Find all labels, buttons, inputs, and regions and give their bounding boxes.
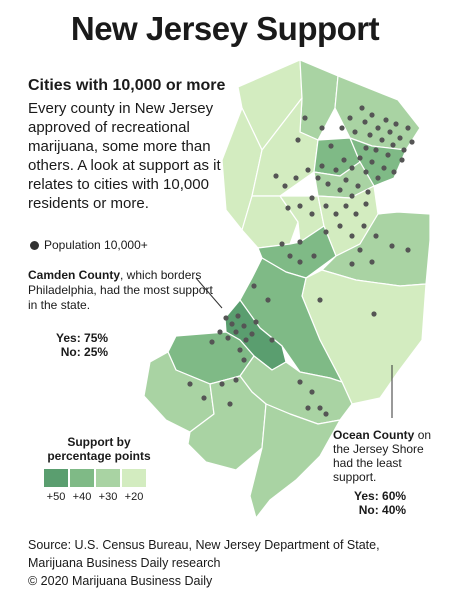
scale-swatch-label: +50 xyxy=(46,491,66,503)
ocean-no: No: 40% xyxy=(358,503,407,517)
map-subtitle: Cities with 10,000 or more xyxy=(28,77,226,94)
map-title: New Jersey Support xyxy=(70,10,380,47)
camden-name: Camden County xyxy=(28,268,121,282)
copyright: © 2020 Marijuana Business Daily xyxy=(28,574,213,588)
county-capemay xyxy=(249,403,341,519)
county-passaic xyxy=(299,59,339,141)
scale-swatch xyxy=(122,469,146,487)
source-line-2: Marijuana Business Daily research xyxy=(28,556,221,570)
camden-no: No: 25% xyxy=(60,345,109,359)
camden-results: Yes: 75% No: 25% xyxy=(56,331,108,359)
scale-swatch xyxy=(96,469,120,487)
scale-swatches xyxy=(44,469,154,487)
ocean-annotation: Ocean County on the Jersey Shore had the… xyxy=(333,428,443,484)
ocean-yes: Yes: 60% xyxy=(354,489,407,503)
camden-text: , which borders Philadelphia, had the mo… xyxy=(28,268,213,312)
scale-swatch-label: +40 xyxy=(72,491,92,503)
scale-swatch-label: +30 xyxy=(98,491,118,503)
population-legend: Population 10,000+ xyxy=(30,238,148,252)
scale-swatch xyxy=(70,469,94,487)
intro-text: Every county in New Jersey approved of r… xyxy=(28,100,221,212)
scale-swatch-label: +20 xyxy=(124,491,144,503)
city-points xyxy=(187,105,415,417)
ocean-results: Yes: 60% No: 40% xyxy=(354,489,406,517)
camden-yes: Yes: 75% xyxy=(56,331,109,345)
scale-title: Support by percentage points xyxy=(47,435,151,463)
ocean-text: on the Jersey Shore had the least suppor… xyxy=(333,428,432,484)
source-note: Source: U.S. Census Bureau, New Jersey D… xyxy=(28,536,380,590)
scale-labels: +50 +40 +30 +20 xyxy=(44,491,154,503)
support-scale-legend: Support by percentage points +50 +40 +30 +2… xyxy=(44,435,154,503)
county-cumberland xyxy=(187,375,267,471)
source-line-1: Source: U.S. Census Bureau, New Jersey D… xyxy=(28,538,380,552)
ocean-name: Ocean County xyxy=(333,428,415,442)
population-legend-label: Population 10,000+ xyxy=(44,238,148,252)
camden-leader-line xyxy=(195,277,223,309)
camden-annotation: Camden County, which borders Philadelphi… xyxy=(28,268,218,313)
scale-swatch xyxy=(44,469,68,487)
city-point-icon xyxy=(30,241,39,250)
